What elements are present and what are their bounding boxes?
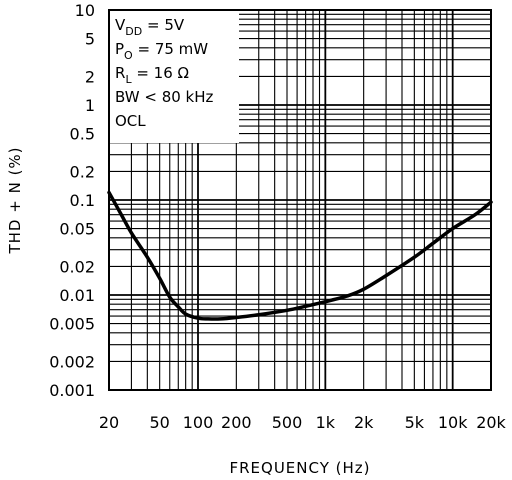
x-tick-label: 20k [476, 413, 506, 432]
y-tick-label: 0.02 [59, 257, 95, 276]
x-tick-label: 100 [183, 413, 214, 432]
y-tick-label: 0.002 [49, 352, 95, 371]
y-tick-labels: 10 5 2 1 0.5 0.2 0.1 0.05 0.02 0.01 0.005 0.002 0.00… [49, 1, 95, 400]
y-tick-label: 0.01 [59, 286, 95, 305]
condition-value: = 75 mW [133, 40, 209, 58]
condition-subscript: O [124, 49, 133, 62]
y-tick-label: 5 [85, 30, 95, 49]
y-tick-label: 0.001 [49, 381, 95, 400]
y-tick-label: 0.5 [70, 125, 95, 144]
condition-value: = 16 Ω [132, 64, 189, 82]
y-tick-label: 0.005 [49, 315, 95, 334]
x-tick-labels: 20 50 100 200 500 1k 2k 5k 10k 20k [99, 413, 507, 432]
y-tick-label: 0.2 [70, 162, 95, 181]
x-axis-label: FREQUENCY (Hz) [229, 459, 370, 477]
condition-line: OCL [115, 112, 146, 130]
condition-line: BW < 80 kHz [115, 88, 214, 106]
condition-line: V [115, 16, 126, 34]
series-line [107, 190, 493, 321]
y-tick-label: 10 [75, 1, 95, 20]
x-tick-label: 200 [221, 413, 252, 432]
x-tick-label: 10k [438, 413, 468, 432]
conditions-box [109, 10, 239, 143]
condition-value: = 5V [142, 16, 185, 34]
x-tick-label: 50 [149, 413, 169, 432]
condition-subscript: DD [125, 25, 142, 38]
y-tick-label: 2 [85, 67, 95, 86]
y-tick-label: 0.1 [70, 191, 95, 210]
x-tick-label: 2k [354, 413, 374, 432]
condition-subscript: L [125, 73, 132, 86]
x-tick-label: 500 [272, 413, 303, 432]
condition-line: P [115, 40, 124, 58]
condition-line: R [115, 64, 125, 82]
y-tick-label: 0.05 [59, 220, 95, 239]
x-tick-label: 5k [405, 413, 425, 432]
plot-frame [108, 9, 492, 391]
y-axis-label: THD + N (%) [6, 146, 24, 254]
conditions-text: VDD = 5V PO = 75 mW RL = 16 Ω BW < 80 kHz OC… [115, 16, 214, 130]
x-tick-label: 1k [316, 413, 336, 432]
y-tick-label: 1 [85, 96, 95, 115]
x-tick-label: 20 [99, 413, 119, 432]
